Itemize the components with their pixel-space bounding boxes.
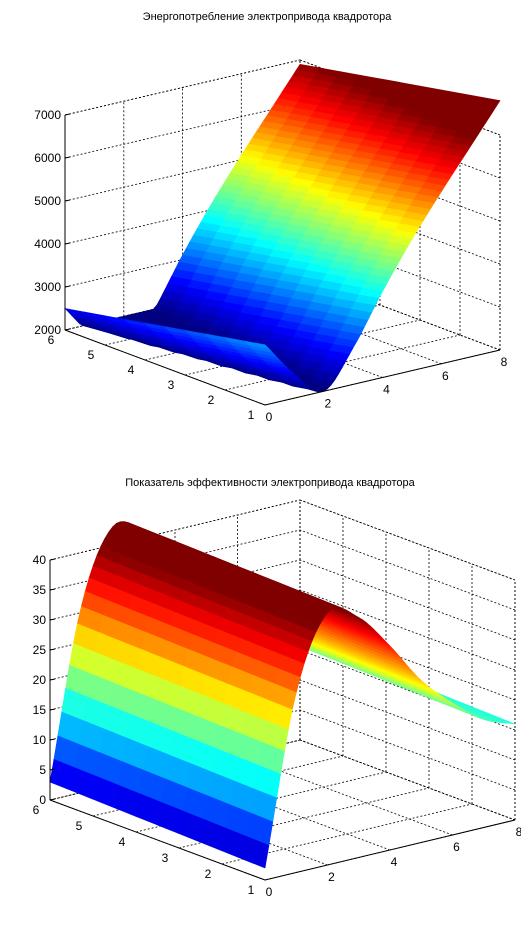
y-tick-label: 6 (33, 803, 40, 817)
surface-patch (244, 340, 270, 349)
x-tick-label: 0 (266, 885, 273, 899)
z-tick-label: 20 (33, 673, 47, 687)
box-edge (64, 59, 301, 116)
y-tick-label: 2 (208, 393, 215, 407)
z-tick (64, 199, 71, 202)
z-tick (49, 648, 56, 651)
x-tick-label: 8 (516, 825, 521, 839)
x-axis (264, 349, 501, 406)
y-tick-label: 3 (162, 851, 169, 865)
y-tick-label: 4 (128, 363, 135, 377)
x-tick-label: 6 (453, 840, 460, 854)
x-tick-label: 4 (383, 383, 390, 397)
z-tick (49, 708, 56, 711)
z-tick (49, 558, 56, 561)
z-tick (49, 798, 56, 801)
x-tick-label: 2 (324, 396, 331, 410)
surface-patch (243, 836, 270, 869)
z-tick-label: 2000 (34, 323, 61, 337)
y-tick-label: 3 (168, 378, 175, 392)
y-tick-label: 4 (119, 835, 126, 849)
y-axis (49, 799, 266, 881)
z-tick-label: 25 (33, 643, 47, 657)
z-tick (64, 242, 71, 245)
z-tick (49, 768, 56, 771)
grid-line (299, 529, 516, 611)
x-tick-label: 2 (328, 870, 335, 884)
box-edge (299, 739, 516, 821)
grid-line (64, 102, 301, 159)
z-tick (64, 285, 71, 288)
z-tick-label: 4000 (34, 237, 61, 251)
box-edge (299, 499, 516, 581)
y-tick-label: 5 (88, 348, 95, 362)
z-tick-label: 30 (33, 613, 47, 627)
plot-efficiency: Показатель эффективности электропривода … (33, 477, 521, 899)
y-tick-label: 6 (48, 333, 55, 347)
z-tick-label: 40 (33, 553, 47, 567)
grid-line (299, 499, 516, 581)
y-tick-label: 5 (76, 819, 83, 833)
z-tick-label: 5000 (34, 194, 61, 208)
z-tick-label: 7000 (34, 108, 61, 122)
z-tick (49, 738, 56, 741)
y-axis (64, 329, 266, 406)
grid-line (221, 803, 473, 865)
y-tick-label: 1 (248, 408, 255, 422)
y-tick-label: 2 (205, 867, 212, 881)
grid-line (299, 679, 516, 761)
plot-energy: Энергопотребление электропривода квадрот… (34, 11, 507, 424)
x-tick-label: 8 (501, 355, 508, 369)
z-tick-label: 15 (33, 703, 47, 717)
z-tick-label: 6000 (34, 151, 61, 165)
z-tick-label: 35 (33, 583, 47, 597)
z-tick (49, 618, 56, 621)
z-tick (64, 328, 71, 331)
x-axis (264, 819, 516, 881)
z-tick (64, 156, 71, 159)
y-tick-label: 1 (248, 883, 255, 897)
x-tick-label: 0 (266, 410, 273, 424)
z-tick (49, 588, 56, 591)
z-tick-label: 0 (39, 793, 46, 807)
x-tick-label: 4 (391, 855, 398, 869)
x-tick-label: 6 (442, 369, 449, 383)
chart-title: Энергопотребление электропривода квадрот… (143, 11, 393, 23)
z-tick-label: 5 (39, 763, 46, 777)
chart-title: Показатель эффективности электропривода … (125, 477, 415, 489)
z-tick (49, 678, 56, 681)
box-edge (49, 499, 301, 561)
grid-line (299, 739, 516, 821)
grid-line (178, 787, 430, 849)
z-tick (64, 113, 71, 116)
grid-line (299, 709, 516, 791)
z-tick-label: 10 (33, 733, 47, 747)
z-tick-label: 3000 (34, 280, 61, 294)
grid-line (299, 739, 516, 821)
